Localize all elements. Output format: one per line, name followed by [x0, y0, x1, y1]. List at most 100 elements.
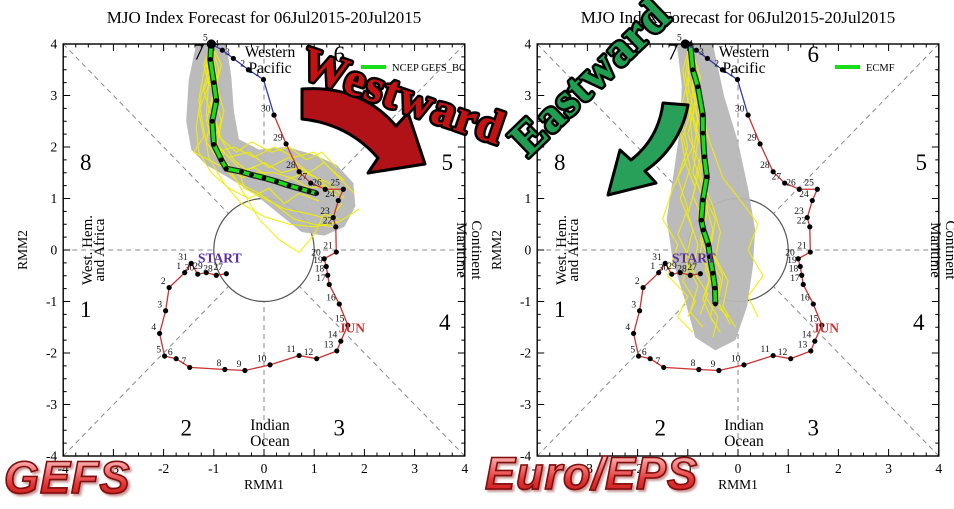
svg-text:18: 18 [315, 265, 325, 275]
svg-text:3: 3 [50, 88, 57, 103]
svg-text:29: 29 [273, 133, 283, 143]
annotation-start: START [672, 250, 716, 265]
svg-text:-2: -2 [632, 461, 643, 476]
svg-text:-1: -1 [682, 461, 693, 476]
svg-text:26: 26 [312, 179, 322, 189]
region-right: Maritime [453, 222, 469, 278]
svg-text:3: 3 [411, 461, 418, 476]
svg-text:31: 31 [652, 253, 662, 263]
svg-text:Ocean: Ocean [724, 433, 764, 450]
svg-text:1: 1 [785, 461, 792, 476]
region-right: Maritime [927, 222, 943, 278]
svg-text:1: 1 [524, 191, 531, 206]
svg-text:16: 16 [800, 294, 810, 304]
phase-label-3: 3 [334, 415, 346, 440]
svg-text:14: 14 [328, 331, 338, 341]
svg-text:27: 27 [772, 173, 782, 183]
svg-text:5: 5 [677, 34, 682, 44]
svg-text:6: 6 [642, 348, 647, 358]
region-bottom: Indian [250, 417, 290, 434]
svg-text:2: 2 [524, 140, 531, 155]
svg-text:1: 1 [311, 461, 318, 476]
region-left: West. Hem. [554, 215, 570, 285]
svg-text:22: 22 [797, 216, 807, 226]
svg-text:30: 30 [185, 264, 195, 274]
svg-text:Pacific: Pacific [722, 60, 765, 77]
svg-text:10: 10 [257, 354, 267, 364]
svg-text:22: 22 [323, 216, 333, 226]
region-left: West. Hem. [80, 215, 96, 285]
annotation-jun: JUN [339, 320, 365, 335]
svg-text:-3: -3 [46, 397, 57, 412]
phase-label-7: 7 [667, 39, 679, 64]
svg-text:-2: -2 [520, 346, 531, 361]
svg-text:28: 28 [203, 265, 213, 275]
svg-text:4: 4 [50, 37, 57, 52]
svg-text:4: 4 [935, 461, 942, 476]
svg-text:0: 0 [735, 461, 742, 476]
phase-label-2: 2 [654, 415, 666, 440]
phase-label-7: 7 [193, 39, 205, 64]
svg-text:13: 13 [798, 340, 808, 350]
svg-text:20: 20 [311, 248, 321, 258]
svg-text:Pacific: Pacific [248, 60, 291, 77]
svg-text:-4: -4 [532, 461, 543, 476]
eastward-arrow-icon [606, 101, 690, 197]
svg-text:28: 28 [286, 161, 296, 171]
svg-text:1: 1 [255, 69, 260, 79]
svg-text:18: 18 [789, 265, 799, 275]
region-top: Western [719, 44, 770, 61]
svg-text:-4: -4 [58, 461, 69, 476]
phase-label-2: 2 [180, 415, 192, 440]
svg-text:5: 5 [156, 346, 161, 356]
svg-text:9: 9 [237, 360, 242, 370]
svg-text:2: 2 [714, 59, 719, 69]
phase-diagram-ecmf: MJO Index Forecast for 06Jul2015-20Jul20… [489, 8, 954, 492]
x-axis-label: RMM1 [244, 477, 284, 492]
svg-text:31: 31 [178, 253, 188, 263]
phase-label-8: 8 [80, 150, 92, 175]
svg-text:3: 3 [524, 88, 531, 103]
svg-text:7: 7 [181, 357, 186, 367]
svg-text:19: 19 [787, 256, 797, 266]
svg-text:9: 9 [711, 360, 716, 370]
svg-text:-4: -4 [520, 449, 531, 464]
svg-text:29: 29 [667, 262, 677, 272]
legend-label: ECMF [866, 63, 895, 74]
svg-text:-4: -4 [46, 449, 57, 464]
svg-text:30: 30 [261, 105, 271, 115]
svg-text:24: 24 [799, 190, 809, 200]
svg-text:2: 2 [240, 59, 245, 69]
svg-text:17: 17 [790, 274, 800, 284]
x-axis-label: RMM1 [718, 477, 758, 492]
svg-text:-1: -1 [520, 294, 531, 309]
svg-text:30: 30 [735, 105, 745, 115]
svg-text:14: 14 [802, 331, 812, 341]
svg-text:Ocean: Ocean [250, 433, 290, 450]
y-axis-label: RMM2 [15, 230, 30, 270]
svg-text:5: 5 [630, 346, 635, 356]
svg-text:27: 27 [213, 263, 223, 273]
svg-text:23: 23 [320, 207, 330, 217]
svg-text:20: 20 [785, 248, 795, 258]
svg-text:16: 16 [326, 294, 336, 304]
region-top: Western [245, 44, 296, 61]
svg-text:28: 28 [677, 265, 687, 275]
phase-label-1: 1 [554, 297, 566, 322]
phase-label-6: 6 [334, 42, 346, 67]
phase-label-5: 5 [915, 150, 927, 175]
svg-text:19: 19 [313, 256, 323, 266]
phase-label-1: 1 [80, 297, 92, 322]
svg-text:2: 2 [835, 461, 842, 476]
gefs-label: GEFS [3, 451, 131, 504]
svg-text:1: 1 [650, 262, 655, 272]
svg-text:8: 8 [217, 359, 222, 369]
svg-text:and Africa: and Africa [566, 218, 582, 281]
svg-text:6: 6 [168, 348, 173, 358]
westward-arrow-icon [300, 87, 427, 175]
svg-text:4: 4 [625, 323, 630, 333]
svg-text:3: 3 [885, 461, 892, 476]
